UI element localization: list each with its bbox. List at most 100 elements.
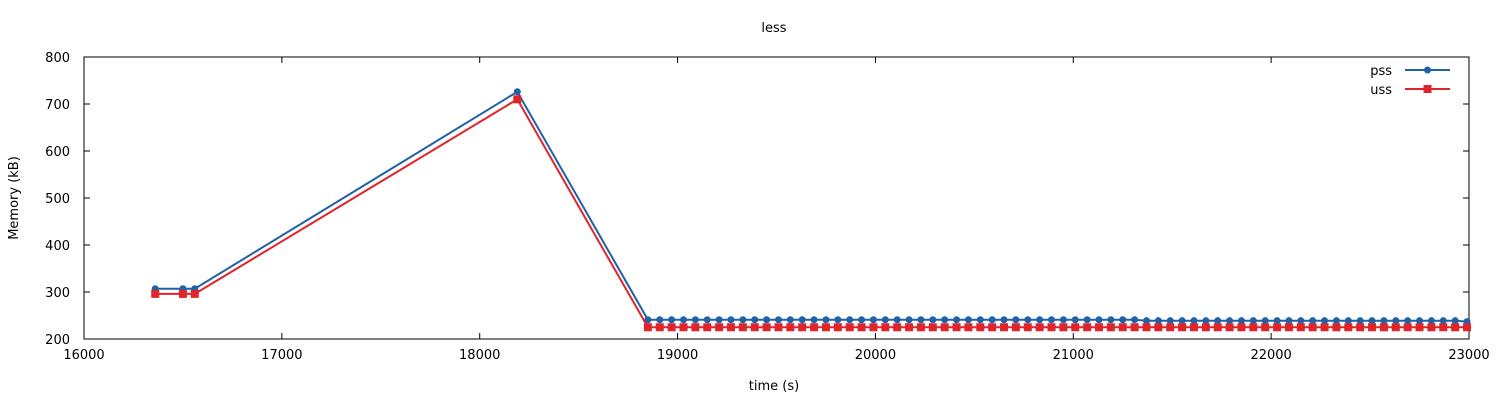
plot-frame bbox=[83, 56, 1470, 340]
data-point-pss bbox=[703, 316, 711, 324]
data-point-pss bbox=[668, 316, 676, 324]
data-point-pss bbox=[1119, 316, 1127, 324]
data-point-pss bbox=[810, 316, 818, 324]
data-point-pss bbox=[1226, 317, 1234, 325]
data-point-pss bbox=[893, 316, 901, 324]
data-point-uss bbox=[1011, 323, 1020, 332]
x-tick-label: 20000 bbox=[855, 348, 896, 363]
data-point-uss bbox=[786, 323, 795, 332]
data-point-uss bbox=[1000, 323, 1009, 332]
series-uss bbox=[151, 95, 1472, 332]
data-point-pss bbox=[941, 316, 949, 324]
data-point-pss bbox=[1142, 317, 1150, 325]
data-point-pss bbox=[1392, 317, 1400, 325]
x-tick-label: 22000 bbox=[1250, 348, 1291, 363]
data-point-uss bbox=[1083, 323, 1092, 332]
data-point-uss bbox=[1130, 323, 1139, 332]
data-point-uss bbox=[1178, 323, 1187, 332]
data-point-uss bbox=[798, 323, 807, 332]
data-point-uss bbox=[1189, 323, 1198, 332]
data-point-pss bbox=[1285, 317, 1293, 325]
data-point-uss bbox=[1273, 323, 1282, 332]
data-point-pss bbox=[513, 88, 521, 96]
data-point-uss bbox=[1249, 323, 1258, 332]
data-point-uss bbox=[988, 323, 997, 332]
data-point-uss bbox=[750, 323, 759, 332]
data-point-uss bbox=[1106, 323, 1115, 332]
data-point-uss bbox=[1439, 323, 1448, 332]
legend: pss uss bbox=[1370, 64, 1450, 98]
data-point-uss bbox=[1225, 323, 1234, 332]
data-point-pss bbox=[1178, 317, 1186, 325]
data-point-pss bbox=[1154, 317, 1162, 325]
data-point-pss bbox=[1380, 317, 1388, 325]
data-point-pss bbox=[763, 316, 771, 324]
data-point-uss bbox=[1261, 323, 1270, 332]
data-point-pss bbox=[1107, 316, 1115, 324]
y-tick-label: 700 bbox=[45, 98, 70, 113]
y-tick-label: 200 bbox=[45, 333, 70, 348]
legend-marker bbox=[1424, 66, 1431, 74]
data-point-pss bbox=[1059, 316, 1067, 324]
data-point-pss bbox=[739, 316, 747, 324]
data-point-uss bbox=[1427, 323, 1436, 332]
data-point-pss bbox=[715, 316, 723, 324]
y-tick-label: 600 bbox=[45, 145, 70, 160]
data-point-uss bbox=[1368, 323, 1377, 332]
data-point-pss bbox=[1439, 317, 1447, 325]
data-point-pss bbox=[1309, 317, 1317, 325]
data-point-uss bbox=[726, 323, 735, 332]
data-point-pss bbox=[1024, 316, 1032, 324]
data-point-uss bbox=[1059, 323, 1068, 332]
data-point-uss bbox=[1023, 323, 1032, 332]
data-point-uss bbox=[1166, 323, 1175, 332]
data-point-uss bbox=[1142, 323, 1151, 332]
data-point-pss bbox=[774, 316, 782, 324]
data-point-pss bbox=[1071, 316, 1079, 324]
data-point-uss bbox=[178, 289, 187, 298]
data-point-pss bbox=[1095, 316, 1103, 324]
data-point-uss bbox=[821, 323, 830, 332]
data-point-uss bbox=[691, 323, 700, 332]
data-point-uss bbox=[679, 323, 688, 332]
data-point-pss bbox=[834, 316, 842, 324]
data-point-uss bbox=[1237, 323, 1246, 332]
data-point-uss bbox=[928, 323, 937, 332]
data-point-uss bbox=[738, 323, 747, 332]
data-point-uss bbox=[1356, 323, 1365, 332]
legend-marker bbox=[1423, 85, 1432, 93]
data-point-pss bbox=[822, 316, 830, 324]
data-point-pss bbox=[917, 316, 925, 324]
data-point-pss bbox=[798, 316, 806, 324]
data-point-uss bbox=[893, 323, 902, 332]
data-point-uss bbox=[1284, 323, 1293, 332]
x-tick-label: 23000 bbox=[1448, 348, 1489, 363]
data-point-pss bbox=[858, 316, 866, 324]
data-point-uss bbox=[833, 323, 842, 332]
y-tick-label: 300 bbox=[45, 286, 70, 301]
data-point-uss bbox=[703, 323, 712, 332]
data-point-uss bbox=[857, 323, 866, 332]
x-tick-label: 18000 bbox=[459, 348, 500, 363]
y-tick-label: 500 bbox=[45, 192, 70, 207]
data-point-pss bbox=[656, 316, 664, 324]
data-point-pss bbox=[1237, 317, 1245, 325]
legend-label: pss bbox=[1370, 64, 1392, 79]
data-point-uss bbox=[774, 323, 783, 332]
data-point-pss bbox=[1368, 317, 1376, 325]
data-point-uss bbox=[1035, 323, 1044, 332]
data-point-pss bbox=[869, 316, 877, 324]
data-point-uss bbox=[1201, 323, 1210, 332]
data-point-pss bbox=[644, 316, 652, 324]
data-point-uss bbox=[667, 323, 676, 332]
x-tick-label: 16000 bbox=[63, 348, 104, 363]
data-point-uss bbox=[881, 323, 890, 332]
data-point-pss bbox=[1000, 316, 1008, 324]
data-point-pss bbox=[1297, 317, 1305, 325]
data-point-pss bbox=[1012, 316, 1020, 324]
data-point-pss bbox=[976, 316, 984, 324]
data-point-pss bbox=[680, 316, 688, 324]
data-point-pss bbox=[846, 316, 854, 324]
data-point-pss bbox=[1166, 317, 1174, 325]
